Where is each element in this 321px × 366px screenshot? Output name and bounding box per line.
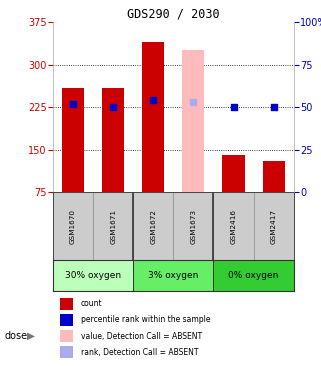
Text: 30% oxygen: 30% oxygen (65, 271, 121, 280)
Title: GDS290 / 2030: GDS290 / 2030 (127, 8, 220, 21)
Bar (60, 314, 74, 326)
Bar (102, 88, 124, 192)
Bar (60, 298, 74, 310)
Text: count: count (81, 299, 102, 309)
Text: rank, Detection Call = ABSENT: rank, Detection Call = ABSENT (81, 348, 198, 357)
Text: GSM1671: GSM1671 (110, 209, 116, 244)
Text: ▶: ▶ (27, 331, 35, 341)
Bar (60, 330, 74, 342)
Point (151, 97, 156, 103)
Text: 3% oxygen: 3% oxygen (148, 271, 198, 280)
Text: GSM1670: GSM1670 (70, 209, 76, 244)
Text: GSM2416: GSM2416 (230, 209, 237, 244)
Point (231, 104, 236, 110)
Point (71, 101, 76, 107)
Bar (62, 88, 84, 192)
Bar (53, 260, 133, 291)
Text: value, Detection Call = ABSENT: value, Detection Call = ABSENT (81, 332, 202, 340)
Bar (60, 346, 74, 358)
Point (191, 99, 196, 105)
Text: GSM2417: GSM2417 (271, 209, 277, 244)
Bar (213, 260, 294, 291)
Bar (182, 51, 204, 192)
Bar (263, 161, 285, 192)
Bar (142, 42, 164, 192)
Text: GSM1673: GSM1673 (190, 209, 196, 244)
Text: percentile rank within the sample: percentile rank within the sample (81, 315, 210, 324)
Bar (133, 260, 213, 291)
Text: dose: dose (5, 331, 28, 341)
Point (271, 104, 276, 110)
Point (110, 104, 116, 110)
Bar (222, 155, 245, 192)
Text: GSM1672: GSM1672 (150, 209, 156, 244)
Text: 0% oxygen: 0% oxygen (229, 271, 279, 280)
